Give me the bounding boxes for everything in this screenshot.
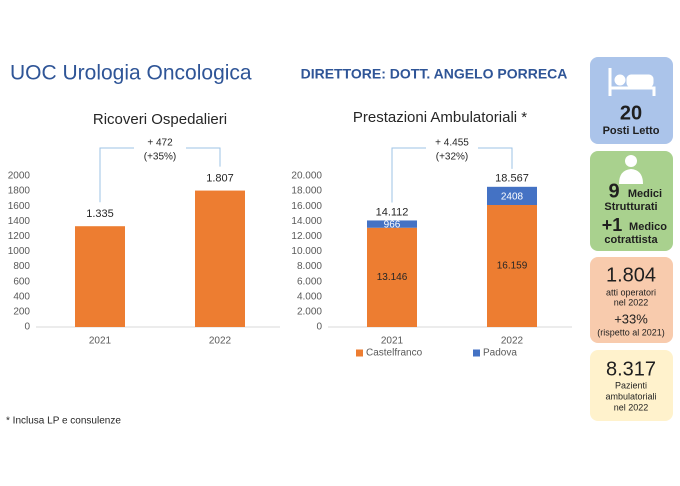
y-tick-label: 10.000 (291, 246, 322, 257)
y-tick-label: 14.000 (291, 216, 322, 227)
annotation: + 472 (147, 138, 173, 149)
y-tick-label: 1200 (8, 231, 31, 242)
y-tick-label: 12.000 (291, 231, 322, 242)
y-tick-label: 16.000 (291, 201, 322, 212)
y-tick-label: 2.000 (297, 307, 322, 318)
legend-swatch (356, 349, 363, 357)
box-text: atti operatori (606, 287, 656, 297)
y-tick-label: 200 (13, 307, 30, 318)
annotation-bg (134, 136, 186, 164)
bar-segment (367, 220, 417, 228)
value-label: 1.335 (86, 208, 114, 220)
y-tick-label: 1400 (8, 216, 31, 227)
x-tick-label: 2022 (501, 336, 524, 347)
box-text: 1.804 (606, 264, 656, 286)
box-text: Medici (628, 188, 662, 200)
box-text: Medico (629, 221, 667, 233)
box-text: 8.317 (606, 358, 656, 380)
chart-title: Prestazioni Ambulatoriali * (353, 109, 527, 126)
box-text: (rispetto al 2021) (597, 327, 665, 337)
y-tick-label: 8.000 (297, 261, 322, 272)
y-tick-label: 0 (24, 322, 30, 333)
value-label: 1.807 (206, 172, 234, 184)
box (590, 257, 673, 343)
legend-swatch (473, 349, 480, 357)
box-text: +1 (602, 215, 623, 235)
box-text: nel 2022 (614, 297, 649, 307)
y-tick-label: 800 (13, 261, 30, 272)
box-text: cotrattista (604, 234, 658, 246)
value-label: 2408 (501, 192, 524, 203)
total-label: 18.567 (495, 173, 529, 185)
y-tick-label: 18.000 (291, 186, 322, 197)
bar (75, 226, 125, 327)
annotation: + 4.455 (435, 138, 469, 149)
box-text: 20 (620, 102, 642, 124)
bar-segment (487, 204, 537, 327)
x-tick-label: 2022 (209, 336, 232, 347)
total-label: 14.112 (376, 206, 409, 218)
box-text: 9 (608, 180, 619, 202)
page-title: UOC Urologia Oncologica (10, 62, 252, 85)
y-tick-label: 0 (316, 322, 322, 333)
value-label: 16.159 (497, 261, 528, 272)
y-tick-label: 1800 (8, 186, 31, 197)
y-tick-label: 600 (13, 276, 30, 287)
y-tick-label: 2000 (8, 171, 31, 182)
y-tick-label: 1000 (8, 246, 31, 257)
box-text: Strutturati (604, 201, 657, 213)
y-tick-label: 6.000 (297, 276, 322, 287)
annotation: (+35%) (144, 152, 177, 163)
annotation-bg (426, 136, 478, 164)
legend-label: Padova (483, 348, 517, 359)
doctor-icon (619, 155, 643, 184)
bar-segment (367, 227, 417, 327)
y-tick-label: 1600 (8, 201, 31, 212)
box-text: nel 2022 (614, 402, 649, 412)
value-label: 13.146 (377, 272, 408, 283)
legend-label: Castelfranco (366, 348, 423, 359)
footnote: * Inclusa LP e consulenze (6, 416, 121, 427)
bar-segment (487, 186, 537, 205)
value-label: 966 (384, 220, 401, 231)
bed-icon (608, 68, 656, 96)
box-text: +33% (614, 311, 648, 326)
y-tick-label: 4.000 (297, 291, 322, 302)
x-tick-label: 2021 (89, 336, 112, 347)
bar (195, 190, 245, 327)
box (590, 350, 673, 421)
director: DIRETTORE: DOTT. ANGELO PORRECA (301, 66, 568, 82)
annotation: (+32%) (436, 152, 469, 163)
chart-title: Ricoveri Ospedalieri (93, 111, 227, 128)
y-tick-label: 20.000 (291, 171, 322, 182)
box-text: Pazienti (615, 380, 647, 390)
box-text: Posti Letto (603, 125, 660, 137)
y-tick-label: 400 (13, 291, 30, 302)
box-text: ambulatoriali (605, 391, 656, 401)
x-tick-label: 2021 (381, 336, 404, 347)
box (590, 151, 673, 251)
